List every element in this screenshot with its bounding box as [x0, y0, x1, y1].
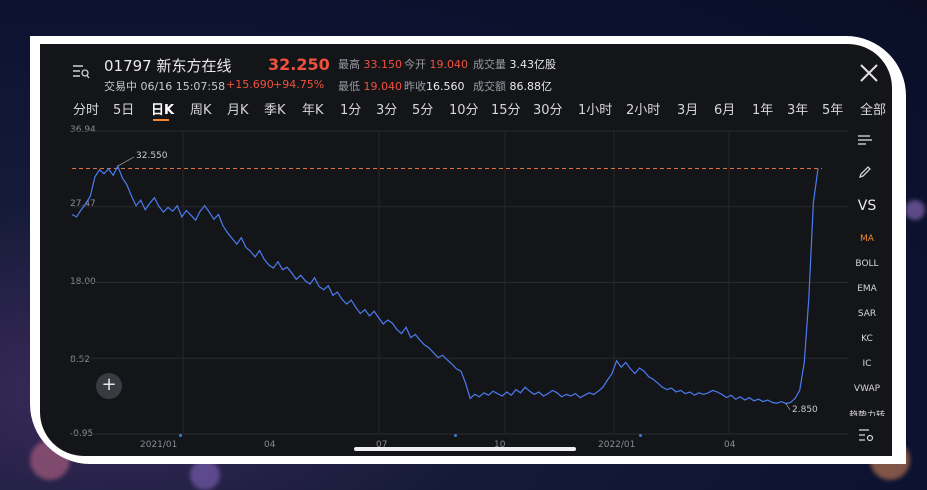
indicator-6[interactable]: VWAP: [853, 384, 881, 394]
tab-13[interactable]: 1小时: [578, 103, 613, 118]
stat-open: 今开 19.040: [404, 58, 468, 71]
active-tab-indicator: [153, 119, 169, 121]
tab-11[interactable]: 15分: [491, 103, 521, 118]
x-tick-label: 04: [264, 440, 276, 450]
tab-10[interactable]: 10分: [449, 103, 479, 118]
x-tick-label: 10: [494, 440, 506, 450]
app-screen: [40, 44, 892, 456]
tab-14[interactable]: 2小时: [626, 103, 661, 118]
stat-prev-close: 昨收16.560: [404, 80, 465, 93]
event-marker[interactable]: [639, 434, 642, 437]
compare-button[interactable]: VS: [857, 198, 877, 214]
tab-20[interactable]: 全部: [860, 103, 887, 118]
high-leader-line: [117, 156, 135, 167]
indicator-3[interactable]: SAR: [857, 309, 877, 319]
list-icon[interactable]: [857, 133, 873, 147]
stat-volume: 成交量 3.43亿股: [473, 58, 556, 71]
trade-status-time: 交易中 06/16 15:07:58: [104, 80, 226, 93]
y-tick-label: 8.52: [70, 355, 91, 365]
price-change: +15.690: [226, 78, 274, 91]
bokeh-light: [190, 460, 220, 490]
event-marker[interactable]: [179, 434, 182, 437]
x-tick-label: 2022/01: [598, 440, 636, 450]
current-price: 32.250: [268, 55, 330, 74]
indicator-0[interactable]: MA: [860, 234, 874, 244]
tab-5[interactable]: 季K: [264, 103, 286, 118]
tab-6[interactable]: 年K: [302, 103, 324, 118]
tab-19[interactable]: 5年: [822, 103, 844, 118]
stat-low: 最低 19.040: [338, 80, 402, 93]
low-leader-line: [785, 403, 791, 411]
event-marker[interactable]: [454, 434, 457, 437]
stat-high: 最高 33.150: [338, 58, 402, 71]
tab-8[interactable]: 3分: [376, 103, 398, 118]
tab-3[interactable]: 周K: [190, 103, 212, 118]
bokeh-light: [905, 200, 925, 220]
stat-turnover: 成交额 86.88亿: [473, 80, 552, 93]
tab-7[interactable]: 1分: [340, 103, 362, 118]
pencil-icon[interactable]: [858, 165, 872, 179]
indicator-4[interactable]: KC: [861, 334, 873, 344]
menu-search-icon[interactable]: [72, 62, 90, 80]
y-tick-label: 27.47: [70, 199, 96, 209]
price-change-pct: +94.75%: [273, 78, 325, 91]
x-tick-label: 04: [724, 440, 736, 450]
tab-0[interactable]: 分时: [73, 103, 100, 118]
indicator-5[interactable]: IC: [862, 359, 872, 369]
x-tick-label: 07: [376, 440, 388, 450]
tab-12[interactable]: 30分: [533, 103, 563, 118]
tab-18[interactable]: 3年: [787, 103, 809, 118]
price-line: [71, 164, 819, 405]
high-annotation: 32.550: [136, 151, 168, 161]
indicator-7[interactable]: 趋势力转: [848, 411, 885, 416]
tab-16[interactable]: 6月: [714, 103, 736, 118]
low-annotation: 2.850: [792, 405, 818, 415]
x-tick-label: 2021/01: [140, 440, 178, 450]
stock-title: 01797 新东方在线: [104, 57, 232, 75]
tab-17[interactable]: 1年: [752, 103, 774, 118]
y-tick-label: 36.94: [70, 125, 96, 135]
home-indicator[interactable]: [354, 447, 576, 451]
indicator-1[interactable]: BOLL: [855, 259, 879, 269]
settings-list-icon[interactable]: [858, 427, 874, 443]
indicator-2[interactable]: EMA: [857, 284, 877, 294]
tab-4[interactable]: 月K: [227, 103, 249, 118]
tab-9[interactable]: 5分: [412, 103, 434, 118]
tab-1[interactable]: 5日: [113, 103, 135, 118]
tab-15[interactable]: 3月: [677, 103, 699, 118]
close-icon[interactable]: [858, 62, 880, 84]
add-indicator-button[interactable]: +: [96, 373, 122, 399]
tab-2[interactable]: 日K: [151, 103, 175, 118]
